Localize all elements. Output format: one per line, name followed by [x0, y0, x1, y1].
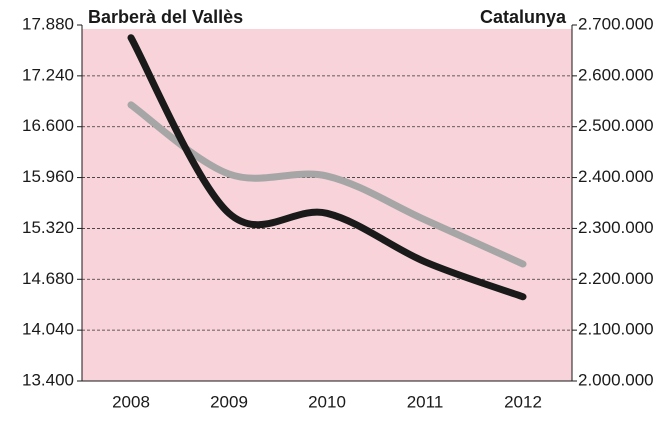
y2-tick-label: 2.100.000: [578, 320, 654, 339]
y-tick-label: 16.600: [22, 116, 74, 135]
y-tick-label: 15.320: [22, 218, 74, 237]
series-line: [127, 34, 527, 301]
y-tick-label: 13.400: [22, 370, 74, 389]
y2-tick-label: 2.600.000: [578, 65, 654, 84]
y2-tick-label: 2.500.000: [578, 116, 654, 135]
y-tick-label: 15.960: [22, 167, 74, 186]
y-tick-label: 17.880: [22, 14, 74, 33]
y-tick-label: 17.240: [22, 65, 74, 84]
plot-background: [82, 29, 572, 381]
y2-tick-label: 2.200.000: [578, 269, 654, 288]
y-axis-title: Barberà del Vallès: [88, 7, 243, 27]
x-tick-label: 2011: [407, 392, 444, 411]
x-tick-label: 2009: [210, 392, 248, 411]
x-tick-label: 2008: [112, 392, 150, 411]
x-tick-label: 2010: [308, 392, 346, 411]
y-tick-label: 14.040: [22, 320, 74, 339]
y-tick-label: 14.680: [22, 269, 74, 288]
y2-tick-label: 2.000.000: [578, 370, 654, 389]
y2-axis-title: Catalunya: [480, 7, 567, 27]
y2-tick-label: 2.700.000: [578, 14, 654, 33]
x-tick-label: 2012: [504, 392, 542, 411]
y2-tick-label: 2.400.000: [578, 167, 654, 186]
y2-tick-label: 2.300.000: [578, 218, 654, 237]
